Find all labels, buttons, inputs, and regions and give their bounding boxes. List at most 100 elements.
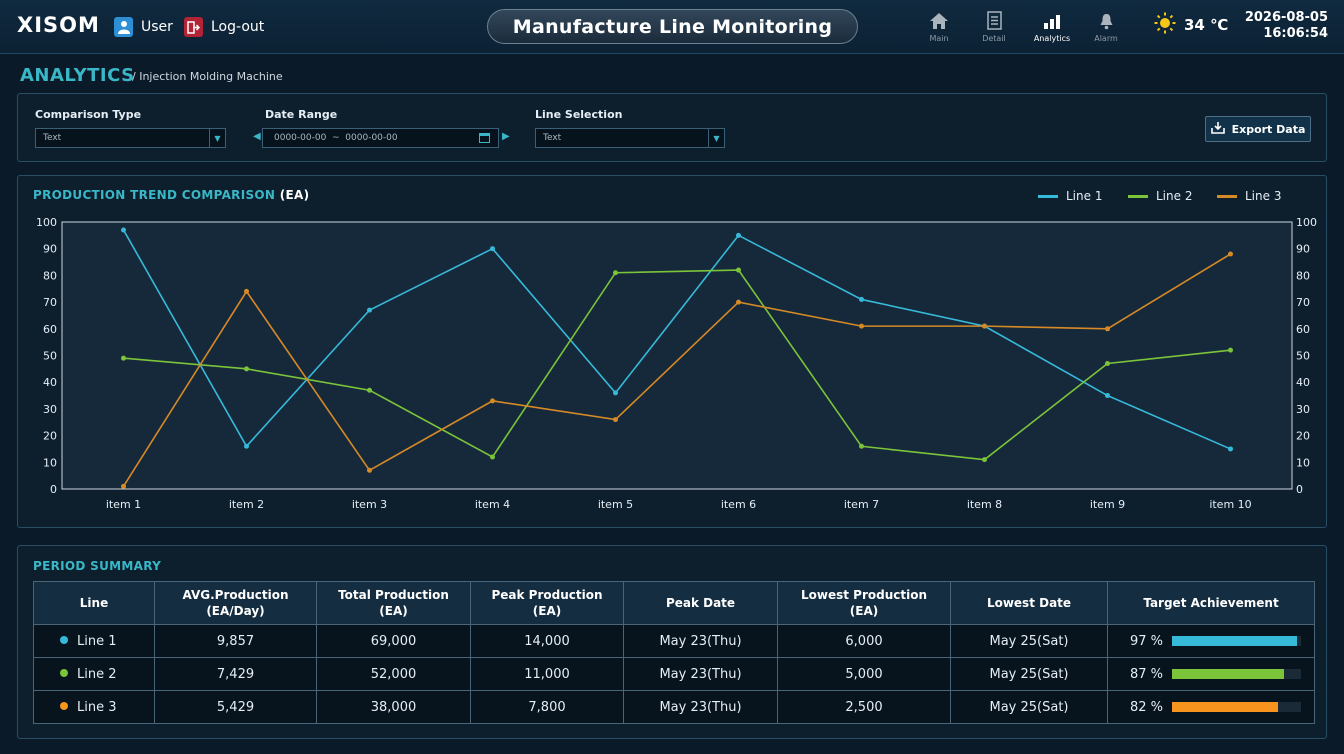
nav-detail-label: Detail — [982, 34, 1006, 43]
x-tick-label: item 1 — [106, 498, 141, 511]
x-tick-label: item 5 — [598, 498, 633, 511]
data-point — [859, 443, 864, 449]
data-point — [367, 387, 372, 393]
data-point — [367, 307, 372, 313]
date-range-input[interactable]: 0000-00-00 ~ 0000-00-00 — [262, 128, 499, 148]
weather-widget: 34 ℃ — [1154, 12, 1228, 38]
data-point — [859, 296, 864, 302]
table-row[interactable]: Line 3 5,429 38,000 7,800 May 23(Thu) 2,… — [33, 690, 1315, 724]
lowest-date-cell: May 25(Sat) — [950, 657, 1108, 691]
achievement-text: 97 % — [1130, 633, 1164, 649]
data-point — [1228, 446, 1233, 452]
document-icon — [986, 8, 1002, 30]
app-title: Manufacture Line Monitoring — [487, 9, 858, 44]
peak-cell: 7,800 — [470, 690, 624, 724]
y2-tick-label: 90 — [1296, 243, 1310, 256]
nav-analytics-label: Analytics — [1033, 34, 1071, 43]
y-tick-label: 100 — [36, 216, 57, 229]
data-point — [982, 457, 987, 463]
y2-tick-label: 100 — [1296, 216, 1317, 229]
user-button[interactable]: User — [114, 16, 173, 38]
line-dot — [60, 668, 68, 677]
date-range-value: 0000-00-00 ~ 0000-00-00 — [274, 133, 398, 143]
achievement-fill — [1172, 701, 1278, 712]
x-tick-label: item 9 — [1090, 498, 1125, 511]
column-header: Peak Production (EA) — [470, 581, 624, 625]
achievement-bar — [1172, 668, 1302, 679]
y2-tick-label: 40 — [1296, 376, 1310, 389]
export-label: Export Data — [1231, 122, 1306, 136]
data-point — [367, 467, 372, 473]
achievement-text: 87 % — [1130, 666, 1164, 682]
plot-area — [61, 221, 1293, 490]
y-tick-label: 30 — [43, 403, 57, 416]
user-icon — [114, 17, 133, 37]
line-name: Line 3 — [77, 699, 117, 715]
trend-title-text: PRODUCTION TREND COMPARISON — [33, 188, 276, 202]
date-prev-arrow-icon[interactable]: ◀ — [253, 131, 261, 142]
y2-tick-label: 20 — [1296, 430, 1310, 443]
achievement-fill — [1172, 635, 1298, 646]
x-tick-label: item 8 — [967, 498, 1002, 511]
sun-icon — [1154, 12, 1176, 38]
y-tick-label: 60 — [43, 323, 57, 336]
y-tick-label: 80 — [43, 269, 57, 282]
filter-panel: Comparison Type Text ▼ Date Range ◀ 0000… — [17, 93, 1327, 162]
x-tick-label: item 6 — [721, 498, 756, 511]
data-point — [613, 270, 618, 276]
comparison-type-select[interactable]: Text ▼ — [35, 128, 226, 148]
nav-alarm[interactable]: Alarm — [1078, 8, 1134, 48]
line-selection-value: Text — [543, 133, 562, 143]
total-cell: 69,000 — [316, 624, 471, 658]
table-header-row: Line AVG.Production (EA/Day) Total Produ… — [33, 581, 1315, 625]
calendar-icon[interactable] — [479, 133, 490, 143]
nav-analytics[interactable]: Analytics — [1024, 8, 1080, 48]
achievement-cell: 97 % — [1107, 624, 1315, 658]
line-selection-select[interactable]: Text ▼ — [535, 128, 725, 148]
y2-tick-label: 30 — [1296, 403, 1310, 416]
logout-icon — [184, 17, 203, 37]
y-tick-label: 40 — [43, 376, 57, 389]
data-point — [244, 288, 249, 294]
column-header: Lowest Production (EA) — [777, 581, 951, 625]
table-row[interactable]: Line 2 7,429 52,000 11,000 May 23(Thu) 5… — [33, 657, 1315, 691]
column-header: Lowest Date — [950, 581, 1108, 625]
data-point — [490, 398, 495, 404]
y2-tick-label: 10 — [1296, 456, 1310, 469]
y-tick-label: 0 — [50, 483, 57, 496]
peak-date-cell: May 23(Thu) — [623, 690, 778, 724]
legend-line-3: Line 3 — [1217, 189, 1281, 203]
y-tick-label: 10 — [43, 456, 57, 469]
chevron-down-icon: ▼ — [708, 129, 724, 147]
logout-button[interactable]: Log-out — [184, 16, 264, 38]
nav-detail[interactable]: Detail — [966, 8, 1022, 48]
user-label: User — [141, 19, 173, 35]
x-tick-label: item 10 — [1209, 498, 1251, 511]
data-point — [613, 390, 618, 396]
line-dot — [60, 701, 68, 710]
datetime: 2026-08-05 16:06:54 — [1245, 10, 1328, 42]
y-tick-label: 20 — [43, 430, 57, 443]
line-cell: Line 2 — [33, 657, 155, 691]
home-icon — [929, 8, 949, 30]
temperature: 34 ℃ — [1184, 16, 1229, 34]
legend-line-2: Line 2 — [1128, 189, 1192, 203]
data-point — [1228, 251, 1233, 257]
data-point — [121, 483, 126, 489]
achievement-fill — [1172, 668, 1285, 679]
nav-alarm-label: Alarm — [1094, 34, 1118, 43]
logo: XISOM — [17, 13, 100, 37]
export-data-button[interactable]: Export Data — [1205, 116, 1311, 142]
x-tick-label: item 3 — [352, 498, 387, 511]
current-time: 16:06:54 — [1263, 26, 1328, 41]
nav-main[interactable]: Main — [911, 8, 967, 48]
chevron-down-icon: ▼ — [209, 129, 225, 147]
summary-title: PERIOD SUMMARY — [33, 559, 162, 573]
y2-tick-label: 80 — [1296, 269, 1310, 282]
legend-swatch — [1217, 194, 1237, 198]
bar-chart-icon — [1043, 8, 1061, 30]
legend-swatch — [1128, 194, 1148, 198]
table-row[interactable]: Line 1 9,857 69,000 14,000 May 23(Thu) 6… — [33, 624, 1315, 658]
date-next-arrow-icon[interactable]: ▶ — [502, 131, 510, 142]
data-point — [1228, 347, 1233, 353]
